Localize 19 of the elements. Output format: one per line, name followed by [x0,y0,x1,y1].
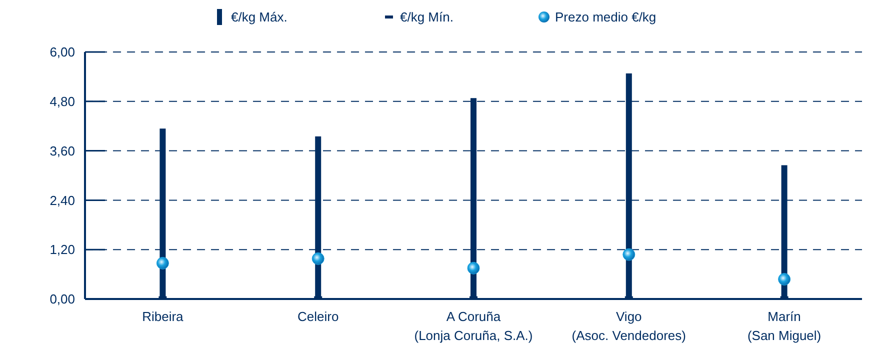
point [622,248,636,261]
legend-label: Prezo medio €/kg [555,10,656,25]
point [156,256,169,270]
y-tick-label: 1,20 [50,242,75,258]
legend-label: €/kg Mín. [400,10,454,25]
point [467,262,480,274]
point [778,272,791,286]
y-tick-label: 2,40 [50,192,75,208]
y-tick-label: 4,80 [50,94,75,109]
y-tick-label: 3,60 [50,143,75,158]
legend-label: €/kg Máx. [231,10,288,25]
x-tick-label: Vigo (Asoc. Vendedores) [572,309,686,343]
x-tick-label: Marín (San Miguel) [747,309,822,343]
x-tick-label: Ribeira [142,309,184,324]
x-tick-label: A Coruña (Lonja Coruña, S.A.) [414,309,533,343]
point [312,252,324,265]
y-tick-label: 6,00 [50,44,75,60]
y-tick-label: 0,00 [50,292,75,307]
x-tick-label: Celeiro [298,309,339,324]
